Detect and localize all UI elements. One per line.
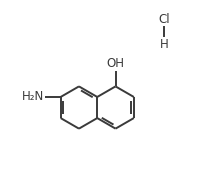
Text: H: H — [160, 38, 169, 51]
Text: OH: OH — [107, 57, 125, 70]
Text: H₂N: H₂N — [22, 90, 44, 103]
Text: Cl: Cl — [159, 13, 170, 26]
